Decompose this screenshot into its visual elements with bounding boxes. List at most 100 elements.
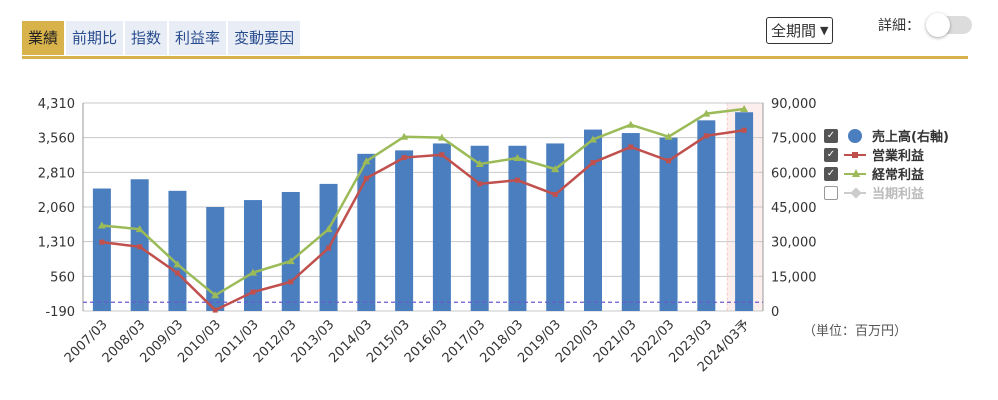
ordinary-profit-line [101, 107, 745, 297]
right-axis-tick: 30,000 [771, 236, 817, 251]
operating-profit-point [439, 152, 445, 158]
left-axis-tick: 3,560 [38, 132, 75, 147]
right-axis-tick: 60,000 [771, 166, 817, 181]
operating-profit-point [514, 177, 520, 183]
ordinary-profit-point [249, 268, 257, 276]
ordinary-profit-point [437, 133, 446, 141]
ordinary-profit-point [173, 260, 182, 268]
period-select-value: 全期間 [771, 22, 817, 40]
tab-underline [22, 56, 968, 59]
checkbox-checked-icon[interactable]: ✓ [824, 166, 838, 181]
operating-profit-line [101, 129, 745, 312]
legend-label-net: 当期利益 [872, 187, 925, 202]
legend-item-net[interactable]: 当期利益 [824, 183, 949, 202]
right-axis-tick: 90,000 [771, 97, 817, 112]
sales-bar [621, 133, 640, 311]
right-axis-tick: 15,000 [771, 270, 817, 285]
sales-bar [735, 112, 754, 311]
legend-label-sales: 売上高(右軸) [872, 130, 949, 145]
tab-performance[interactable]: 業績 [22, 21, 65, 55]
sales-bar [546, 143, 565, 311]
sales-bar [584, 129, 602, 311]
left-axis-tick: 2,810 [38, 166, 75, 181]
operating-profit-point [741, 127, 747, 133]
sales-bar [357, 153, 376, 311]
checkbox-unchecked-icon[interactable] [824, 185, 838, 200]
operating-profit-point [703, 133, 709, 139]
checkbox-checked-icon[interactable]: ✓ [824, 128, 838, 143]
tab-bar: 業績 前期比 指数 利益率 変動要因 [22, 21, 301, 55]
right-axis-tick: 45,000 [771, 201, 817, 216]
legend-item-ordinary[interactable]: ✓ 経常利益 [824, 164, 949, 183]
legend-line-icon [844, 167, 866, 181]
toggle-knob [926, 13, 950, 37]
chart-legend: ✓ 売上高(右軸) ✓ 営業利益 ✓ 経常利益 当期利益 [824, 126, 949, 202]
sales-bar [697, 120, 716, 311]
left-axis-tick: -190 [45, 305, 75, 320]
ordinary-profit-point [362, 157, 371, 165]
ordinary-profit-point [211, 291, 220, 299]
operating-profit-point [250, 289, 256, 295]
legend-item-sales[interactable]: ✓ 売上高(右軸) [824, 126, 949, 145]
operating-profit-point [212, 307, 218, 313]
sales-bar [168, 190, 187, 311]
operating-profit-point [590, 160, 596, 166]
legend-line-icon [844, 186, 866, 200]
legend-label-ordinary: 経常利益 [872, 168, 925, 183]
ordinary-profit-point [702, 109, 711, 117]
operating-profit-point [288, 279, 294, 285]
operating-profit-point [363, 175, 369, 181]
legend-circle-icon [844, 128, 866, 143]
operating-profit-point [552, 192, 558, 198]
right-axis-tick: 75,000 [771, 132, 817, 147]
ordinary-profit-point [97, 221, 106, 229]
tab-index[interactable]: 指数 [125, 21, 168, 55]
chevron-down-icon: ▼ [820, 24, 829, 37]
ordinary-profit-point [400, 132, 409, 140]
sales-bar [432, 143, 451, 311]
tab-yoy[interactable]: 前期比 [66, 21, 124, 55]
sales-bar [395, 150, 414, 311]
unit-label: （単位：百万円） [803, 324, 908, 339]
operating-profit-point [99, 239, 105, 245]
sales-bar [659, 137, 678, 311]
operating-profit-point [174, 270, 180, 276]
period-select[interactable]: 全期間 ▼ [766, 17, 834, 44]
operating-profit-point [666, 158, 672, 164]
ordinary-profit-point [664, 132, 673, 140]
ordinary-profit-point [513, 154, 522, 162]
ordinary-profit-point [286, 257, 295, 265]
legend-label-operating: 営業利益 [872, 149, 925, 164]
sales-bar [206, 207, 225, 311]
left-axis-tick: 560 [50, 270, 75, 285]
checkbox-checked-icon[interactable]: ✓ [824, 147, 838, 162]
operating-profit-point [477, 181, 483, 187]
ordinary-profit-point [475, 160, 484, 168]
operating-profit-point [401, 155, 407, 161]
sales-bar [244, 200, 262, 311]
ordinary-profit-point [589, 135, 597, 143]
ordinary-profit-point [626, 120, 635, 128]
operating-profit-point [326, 245, 332, 251]
sales-bar [470, 145, 489, 311]
legend-line-icon [844, 148, 866, 162]
tab-margin[interactable]: 利益率 [169, 21, 227, 55]
left-axis-tick: 4,310 [38, 97, 75, 112]
ordinary-profit-point [740, 105, 749, 113]
right-axis-tick: 0 [771, 305, 779, 320]
detail-toggle-group: 詳細： [878, 13, 972, 37]
tab-factors[interactable]: 変動要因 [228, 21, 301, 55]
operating-profit-point [628, 144, 634, 150]
sales-bar [92, 188, 111, 311]
detail-toggle[interactable] [926, 13, 972, 37]
legend-item-operating[interactable]: ✓ 営業利益 [824, 145, 949, 164]
left-axis-tick: 1,310 [38, 236, 75, 251]
ordinary-profit-point [324, 225, 333, 233]
left-axis-tick: 2,060 [38, 201, 75, 216]
sales-bar [508, 145, 527, 311]
ordinary-profit-point [551, 165, 560, 173]
detail-label: 詳細： [878, 18, 920, 34]
operating-profit-point [137, 244, 143, 250]
ordinary-profit-point [135, 225, 144, 233]
